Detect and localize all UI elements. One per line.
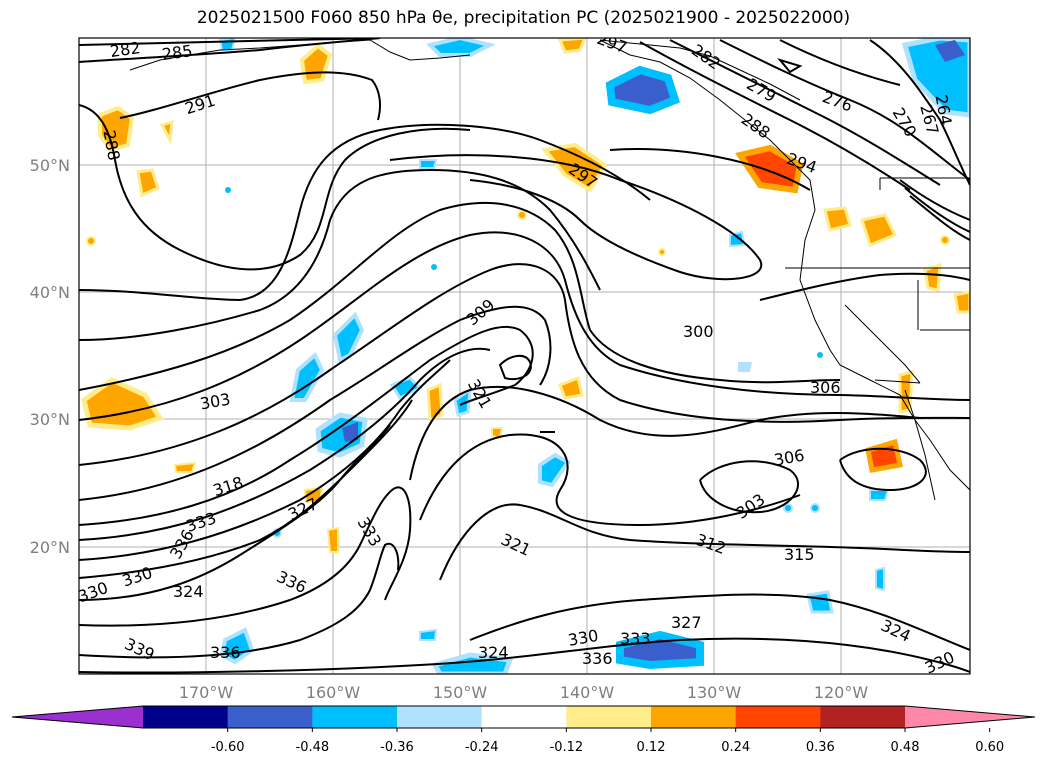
- lon-label-160w: 160°W: [306, 683, 361, 702]
- contour-label: 324: [173, 582, 204, 601]
- colorbar-segment: [735, 706, 821, 728]
- colorbar-segment: [227, 706, 313, 728]
- lat-label-30n: 30°N: [30, 410, 70, 429]
- precip-positive-shading: [81, 38, 970, 553]
- colorbar-segment: [820, 706, 906, 728]
- colorbar-tick-label: 0.60: [975, 740, 1004, 755]
- colorbar-tick-label: -0.12: [550, 740, 584, 755]
- theta-e-contours: [79, 38, 970, 674]
- graticule: [79, 38, 970, 674]
- precip-negative-shading: [218, 38, 970, 674]
- colorbar-tick-label: 0.24: [721, 740, 750, 755]
- colorbar-tick-label: 0.12: [637, 740, 666, 755]
- colorbar-tick-label: -0.36: [380, 740, 414, 755]
- colorbar-tick-label: -0.24: [465, 740, 499, 755]
- colorbar-segment: [312, 706, 398, 728]
- contour-label: 327: [671, 613, 702, 632]
- colorbar-extend-low: [12, 706, 143, 728]
- lon-label-170w: 170°W: [179, 683, 234, 702]
- map-title: 2025021500 F060 850 hPa θe, precipitatio…: [196, 8, 851, 28]
- latitude-labels: 50°N 40°N 30°N 20°N: [30, 156, 70, 557]
- contour-label: 336: [582, 649, 613, 668]
- contour-label: 285: [161, 41, 194, 64]
- colorbar-tick-label: 0.36: [806, 740, 835, 755]
- colorbar-segment: [566, 706, 652, 728]
- colorbar-tick-label: -0.48: [296, 740, 330, 755]
- colorbar-segment: [651, 706, 737, 728]
- lon-label-150w: 150°W: [433, 683, 488, 702]
- contour-label: 324: [478, 643, 509, 662]
- contour-label: 282: [109, 38, 142, 61]
- colorbar-segment: [481, 706, 567, 728]
- colorbar-outline: [11, 705, 1036, 729]
- colorbar: -0.60 -0.48 -0.36 -0.24 -0.12 0.12 0.24 0.36 0.4…: [11, 705, 1036, 755]
- colorbar-tick-label: -0.60: [211, 740, 245, 755]
- contour-label: 300: [683, 322, 714, 341]
- colorbar-segment: [143, 706, 229, 728]
- lat-label-50n: 50°N: [30, 156, 70, 175]
- longitude-labels: 170°W 160°W 150°W 140°W 130°W 120°W: [179, 683, 869, 702]
- contour-label: 336: [210, 643, 241, 662]
- colorbar-extend-high: [905, 706, 1035, 728]
- lat-label-20n: 20°N: [30, 538, 70, 557]
- contour-label: 315: [784, 545, 815, 564]
- map-border: [78, 37, 971, 675]
- contour-label: 306: [810, 378, 841, 397]
- lon-label-120w: 120°W: [814, 683, 869, 702]
- colorbar-segment: [397, 706, 483, 728]
- lat-label-40n: 40°N: [30, 283, 70, 302]
- contour-label: 333: [620, 629, 651, 648]
- colorbar-tick-label: 0.48: [891, 740, 920, 755]
- lon-label-140w: 140°W: [560, 683, 615, 702]
- lon-label-130w: 130°W: [687, 683, 742, 702]
